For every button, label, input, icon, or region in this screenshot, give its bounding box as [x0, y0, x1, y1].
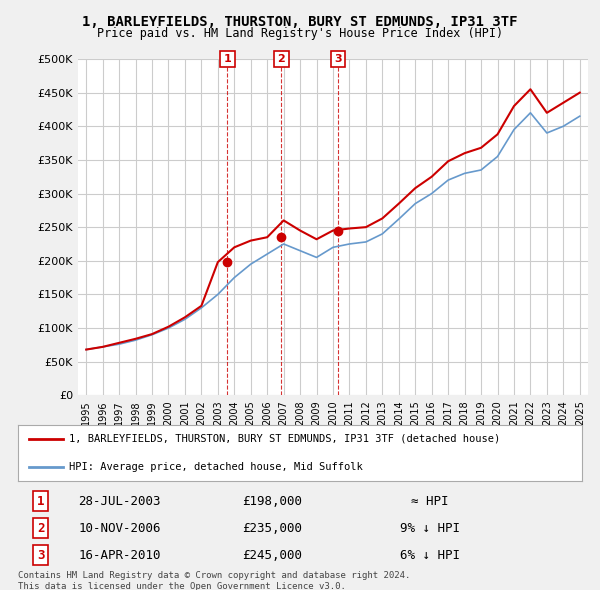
- Text: HPI: Average price, detached house, Mid Suffolk: HPI: Average price, detached house, Mid …: [69, 462, 362, 472]
- Text: 3: 3: [37, 549, 44, 562]
- Text: 1: 1: [37, 494, 44, 507]
- Text: ≈ HPI: ≈ HPI: [411, 494, 448, 507]
- Text: 2: 2: [277, 54, 285, 64]
- Text: £245,000: £245,000: [242, 549, 302, 562]
- Text: 3: 3: [334, 54, 341, 64]
- Text: Price paid vs. HM Land Registry's House Price Index (HPI): Price paid vs. HM Land Registry's House …: [97, 27, 503, 40]
- Text: £198,000: £198,000: [242, 494, 302, 507]
- Text: 9% ↓ HPI: 9% ↓ HPI: [400, 522, 460, 535]
- Text: 28-JUL-2003: 28-JUL-2003: [78, 494, 161, 507]
- Text: 16-APR-2010: 16-APR-2010: [78, 549, 161, 562]
- Text: 1, BARLEYFIELDS, THURSTON, BURY ST EDMUNDS, IP31 3TF: 1, BARLEYFIELDS, THURSTON, BURY ST EDMUN…: [82, 15, 518, 29]
- Text: 1, BARLEYFIELDS, THURSTON, BURY ST EDMUNDS, IP31 3TF (detached house): 1, BARLEYFIELDS, THURSTON, BURY ST EDMUN…: [69, 434, 500, 444]
- Text: Contains HM Land Registry data © Crown copyright and database right 2024.
This d: Contains HM Land Registry data © Crown c…: [18, 571, 410, 590]
- Text: 10-NOV-2006: 10-NOV-2006: [78, 522, 161, 535]
- Text: £235,000: £235,000: [242, 522, 302, 535]
- Text: 1: 1: [224, 54, 231, 64]
- Text: 6% ↓ HPI: 6% ↓ HPI: [400, 549, 460, 562]
- Text: 2: 2: [37, 522, 44, 535]
